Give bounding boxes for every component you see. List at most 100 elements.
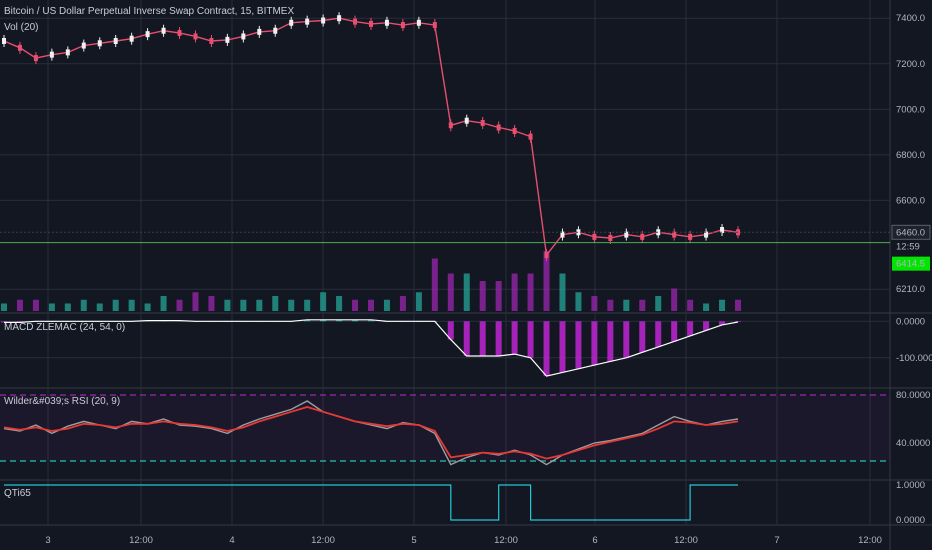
volume-bar-45 <box>719 299 726 311</box>
volume-bar-10 <box>160 296 167 311</box>
qti-tick-1: 0.0000 <box>896 515 925 526</box>
countdown-timer: 12:59 <box>896 241 920 252</box>
macd-bar-42 <box>671 321 678 342</box>
candle-body-44 <box>704 231 709 238</box>
time-label-3: 12:00 <box>311 535 335 546</box>
candle-body-14 <box>225 36 230 43</box>
candle-body-15 <box>241 33 246 40</box>
candle-30 <box>480 116 485 129</box>
macd-bar-43 <box>687 321 694 336</box>
candle-16 <box>257 25 262 38</box>
volume-bar-15 <box>240 299 247 311</box>
volume-bar-33 <box>527 273 534 311</box>
candle-body-10 <box>161 27 166 34</box>
macd-bar-22 <box>352 319 359 322</box>
macd-bar-29 <box>463 321 470 356</box>
candle-0 <box>2 34 6 47</box>
volume-bar-13 <box>208 296 215 311</box>
candle-body-39 <box>624 231 629 238</box>
macd-bar-23 <box>368 319 374 322</box>
time-label-7: 12:00 <box>674 535 698 546</box>
green-price-badge <box>892 256 930 271</box>
volume-bar-28 <box>447 273 454 311</box>
macd-bar-31 <box>495 321 502 356</box>
current-price-badge <box>891 224 931 240</box>
qti-tick-0: 1.0000 <box>896 480 925 491</box>
rsi-series-0 <box>3 400 739 466</box>
candle-38 <box>608 231 613 244</box>
price-line <box>3 17 739 257</box>
volume-bar-1 <box>16 299 23 311</box>
candle-body-0 <box>2 37 6 44</box>
time-label-5: 12:00 <box>494 535 518 546</box>
candle-35 <box>560 228 565 241</box>
candle-body-42 <box>672 231 677 238</box>
candle-body-7 <box>113 37 118 44</box>
macd-bar-40 <box>639 321 646 353</box>
candle-41 <box>656 226 661 239</box>
volume-bar-6 <box>96 303 103 311</box>
green-price-value: 6414.5 <box>896 259 925 270</box>
volume-bar-43 <box>687 299 694 311</box>
candle-9 <box>145 28 150 41</box>
qti-line <box>4 484 738 521</box>
candle-body-27 <box>432 22 437 29</box>
candle-32 <box>512 124 517 137</box>
time-label-4: 5 <box>411 535 416 546</box>
macd-bar-19 <box>304 319 311 322</box>
candle-21 <box>337 12 342 25</box>
candle-44 <box>704 228 709 241</box>
volume-bar-18 <box>288 299 295 311</box>
volume-bar-26 <box>415 292 422 311</box>
chart-title: Bitcoin / US Dollar Perpetual Inverse Sw… <box>4 6 295 17</box>
candle-body-3 <box>49 51 54 58</box>
candle-17 <box>273 24 278 37</box>
candle-body-16 <box>257 28 262 35</box>
price-candles <box>0 12 890 262</box>
volume-bar-19 <box>304 299 311 311</box>
volume-bar-40 <box>639 299 646 311</box>
macd-tick-0: 0.0000 <box>896 316 925 327</box>
candle-body-40 <box>640 233 645 240</box>
candle-42 <box>672 228 677 241</box>
volume-bar-2 <box>32 299 39 311</box>
time-label-8: 7 <box>774 535 779 546</box>
candle-body-11 <box>177 30 182 37</box>
candle-24 <box>384 16 389 29</box>
candle-22 <box>353 15 358 28</box>
macd-histogram <box>1 319 741 377</box>
current-price-value: 6460.0 <box>896 227 925 238</box>
macd-bar-32 <box>511 321 518 355</box>
volume-bar-20 <box>320 292 327 311</box>
volume-bar-21 <box>336 296 343 311</box>
volume-bar-22 <box>352 299 359 311</box>
macd-bar-30 <box>479 321 486 356</box>
macd-bar-44 <box>703 321 710 331</box>
volume-bar-37 <box>591 296 598 311</box>
candle-45 <box>720 224 725 237</box>
candle-body-45 <box>720 227 725 234</box>
macd-bar-46 <box>735 321 741 323</box>
rsi-series-1 <box>3 406 739 460</box>
candle-27 <box>432 19 437 32</box>
candle-body-5 <box>81 42 86 49</box>
volume-bar-34 <box>543 251 550 311</box>
qti-label: QTi65 <box>4 488 31 499</box>
candle-body-35 <box>560 231 565 238</box>
candle-10 <box>161 24 166 37</box>
time-label-2: 4 <box>229 535 234 546</box>
candle-29 <box>464 114 469 127</box>
candle-body-31 <box>496 124 501 131</box>
candle-body-4 <box>65 49 70 56</box>
candle-14 <box>225 33 230 46</box>
candle-26 <box>416 16 421 29</box>
macd-bar-20 <box>320 319 327 322</box>
volume-bar-5 <box>80 299 87 311</box>
candle-body-8 <box>129 35 134 42</box>
macd-bar-28 <box>447 321 454 340</box>
volume-bar-41 <box>655 296 662 311</box>
volume-bar-4 <box>64 303 71 311</box>
candle-8 <box>129 32 134 45</box>
volume-bar-0 <box>1 303 7 311</box>
